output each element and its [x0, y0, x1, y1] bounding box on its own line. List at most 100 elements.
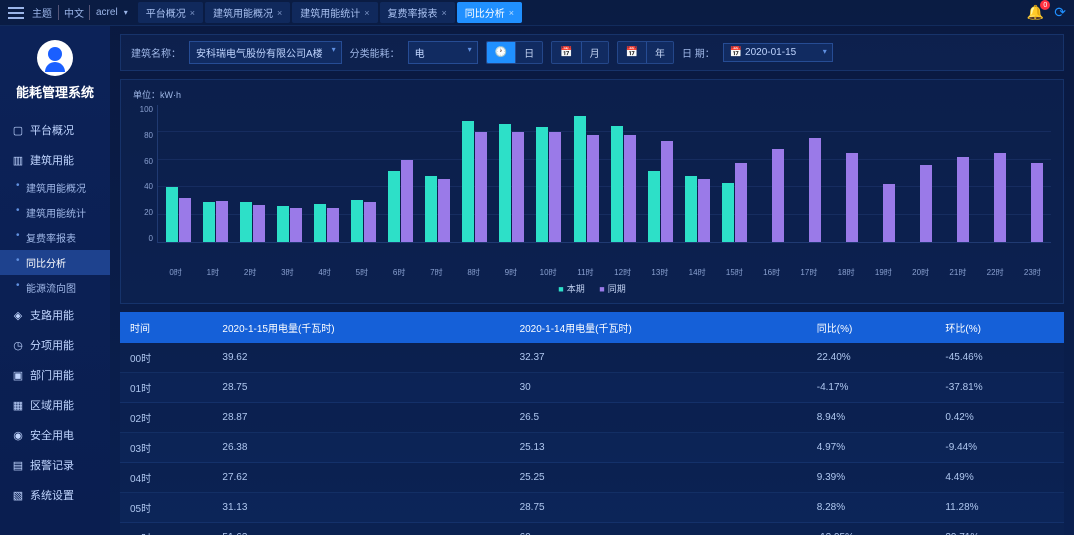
nav-4[interactable]: 复费率报表	[0, 225, 110, 250]
bar-group-18	[827, 105, 864, 242]
nav-2[interactable]: 建筑用能概况	[0, 175, 110, 200]
chart-panel: 单位：kW·h 100806040200 0时1时2时3时4时5时6时7时8时9…	[120, 79, 1064, 304]
table-row: 01时28.7530-4.17%-37.81%	[120, 373, 1064, 403]
date-picker[interactable]: 📅 2020-01-15	[723, 43, 833, 62]
bar-b	[290, 208, 302, 242]
data-table: 时间2020-1-15用电量(千瓦时)2020-1-14用电量(千瓦时)同比(%…	[120, 312, 1064, 535]
type-label: 分类能耗：	[350, 45, 400, 60]
logo-area: 能耗管理系统	[0, 34, 110, 115]
bar-b	[512, 132, 524, 242]
bar-group-6	[382, 105, 419, 242]
user-name[interactable]: acrel	[96, 7, 118, 18]
building-select[interactable]: 安科瑞电气股份有限公司A楼	[189, 41, 342, 64]
tab-4[interactable]: 同比分析×	[457, 2, 522, 23]
plot-area	[157, 105, 1051, 243]
tab-close-icon[interactable]: ×	[364, 8, 369, 18]
legend-b: 同期	[599, 284, 625, 294]
tab-close-icon[interactable]: ×	[277, 8, 282, 18]
period-year-group: 📅 年	[617, 41, 674, 64]
bar-b	[846, 153, 858, 242]
period-cal2-icon[interactable]: 📅	[618, 42, 646, 63]
nav-8[interactable]: ◷分项用能	[0, 330, 110, 360]
table-row: 04时27.6225.259.39%4.49%	[120, 463, 1064, 493]
nav-icon: ▢	[12, 124, 24, 136]
bar-a	[462, 121, 474, 242]
tab-2[interactable]: 建筑用能统计×	[292, 2, 377, 23]
bar-group-16	[753, 105, 790, 242]
col-header: 时间	[120, 312, 212, 343]
period-clock-button[interactable]: 🕐	[487, 42, 515, 63]
lang-selector[interactable]: 中文	[58, 5, 90, 20]
bar-b	[661, 141, 673, 242]
col-header: 2020-1-14用电量(千瓦时)	[510, 312, 807, 343]
nav-icon: ◉	[12, 429, 24, 441]
bar-group-8	[456, 105, 493, 242]
bar-b	[216, 201, 228, 242]
bar-group-13	[642, 105, 679, 242]
tab-0[interactable]: 平台概况×	[138, 2, 203, 23]
nav-11[interactable]: ◉安全用电	[0, 420, 110, 450]
app-title: 能耗管理系统	[0, 82, 110, 101]
period-cal-icon[interactable]: 📅	[552, 42, 580, 63]
tab-3[interactable]: 复费率报表×	[380, 2, 455, 23]
period-month-button[interactable]: 月	[581, 42, 608, 63]
tab-1[interactable]: 建筑用能概况×	[205, 2, 290, 23]
nav-7[interactable]: ◈支路用能	[0, 300, 110, 330]
bar-group-3	[271, 105, 308, 242]
bar-group-10	[530, 105, 567, 242]
bar-b	[1031, 163, 1043, 242]
tab-close-icon[interactable]: ×	[442, 8, 447, 18]
bar-group-17	[790, 105, 827, 242]
bar-a	[203, 202, 215, 242]
nav-5[interactable]: 同比分析	[0, 250, 110, 275]
bar-a	[685, 176, 697, 242]
nav-3[interactable]: 建筑用能统计	[0, 200, 110, 225]
period-year-button[interactable]: 年	[646, 42, 673, 63]
nav-icon: ▣	[12, 369, 24, 381]
table-row: 03时26.3825.134.97%-9.44%	[120, 433, 1064, 463]
bar-group-14	[679, 105, 716, 242]
table-row: 00时39.6232.3722.40%-45.46%	[120, 343, 1064, 373]
col-header: 环比(%)	[935, 312, 1064, 343]
nav-13[interactable]: ▧系统设置	[0, 480, 110, 510]
bar-b	[438, 179, 450, 242]
bar-a	[648, 171, 660, 242]
legend-a: 本期	[558, 284, 584, 294]
nav-0[interactable]: ▢平台概况	[0, 115, 110, 145]
tab-close-icon[interactable]: ×	[509, 8, 514, 18]
tab-close-icon[interactable]: ×	[190, 8, 195, 18]
nav-icon: ◷	[12, 339, 24, 351]
x-axis: 0时1时2时3时4时5时6时7时8时9时10时11时12时13时14时15时16…	[133, 267, 1051, 278]
nav-10[interactable]: ▦区域用能	[0, 390, 110, 420]
bar-b	[772, 149, 784, 242]
bar-group-7	[419, 105, 456, 242]
bar-b	[698, 179, 710, 242]
period-day-button[interactable]: 日	[515, 42, 542, 63]
bar-b	[475, 132, 487, 242]
user-dropdown-icon[interactable]: ▾	[124, 8, 128, 17]
nav-12[interactable]: ▤报警记录	[0, 450, 110, 480]
notification-bell-icon[interactable]: 🔔0	[1027, 4, 1044, 21]
nav-9[interactable]: ▣部门用能	[0, 360, 110, 390]
bar-group-15	[716, 105, 753, 242]
type-select[interactable]: 电	[408, 41, 478, 64]
bar-b	[327, 208, 339, 242]
tab-strip: 平台概况×建筑用能概况×建筑用能统计×复费率报表×同比分析×	[138, 2, 522, 23]
nav-6[interactable]: 能源流向图	[0, 275, 110, 300]
bar-b	[809, 138, 821, 242]
bar-a	[574, 116, 586, 242]
avatar-icon	[37, 40, 73, 76]
table-row: 02时28.8726.58.94%0.42%	[120, 403, 1064, 433]
bar-group-12	[605, 105, 642, 242]
bar-a	[499, 124, 511, 242]
bar-group-21	[938, 105, 975, 242]
menu-toggle-icon[interactable]	[8, 7, 24, 19]
bar-b	[179, 198, 191, 242]
bar-b	[587, 135, 599, 242]
theme-label[interactable]: 主题	[32, 5, 52, 20]
building-label: 建筑名称：	[131, 45, 181, 60]
bar-group-20	[901, 105, 938, 242]
bar-a	[240, 202, 252, 242]
refresh-icon[interactable]: ⟳	[1054, 4, 1066, 21]
nav-1[interactable]: ▥建筑用能	[0, 145, 110, 175]
